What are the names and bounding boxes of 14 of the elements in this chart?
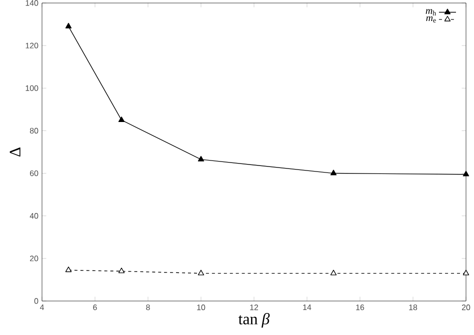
legend-label: m$_{e}$ xyxy=(426,16,436,23)
legend-label: m$_{h}$ xyxy=(426,9,436,16)
point xyxy=(198,270,204,276)
point xyxy=(65,22,72,28)
point xyxy=(330,270,337,276)
point xyxy=(65,266,72,272)
point xyxy=(118,116,125,122)
point xyxy=(462,270,470,276)
y-axis-title: Δ xyxy=(10,147,20,157)
point xyxy=(198,156,204,162)
x-axis-title: tan β xyxy=(238,313,270,328)
point xyxy=(118,268,125,274)
point xyxy=(330,170,337,176)
point xyxy=(462,170,470,176)
